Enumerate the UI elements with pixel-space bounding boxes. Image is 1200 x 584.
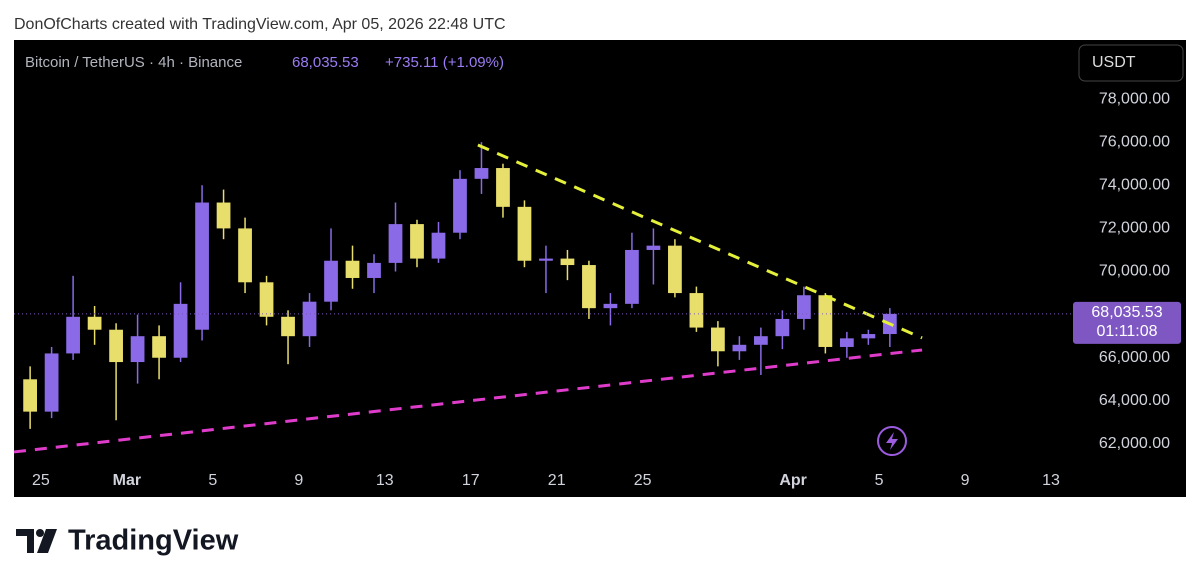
chart-panel bbox=[14, 40, 1186, 497]
alert-icon[interactable] bbox=[877, 426, 907, 456]
y-tick-label: 76,000.00 bbox=[1099, 133, 1170, 150]
y-tick-label: 70,000.00 bbox=[1099, 263, 1170, 280]
candle-body bbox=[796, 295, 811, 319]
candle-body bbox=[603, 303, 618, 309]
header-text: DonOfCharts created with TradingView.com… bbox=[14, 16, 506, 33]
logo-mark bbox=[16, 529, 34, 553]
candle-body bbox=[711, 327, 725, 352]
currency-button[interactable] bbox=[1078, 44, 1184, 82]
currency[interactable]: USDT bbox=[1092, 54, 1136, 71]
trendline bbox=[477, 143, 923, 340]
header-price: 68,035.53 bbox=[292, 54, 359, 71]
candle-body bbox=[517, 206, 532, 261]
candle-body bbox=[646, 245, 661, 250]
candle-body bbox=[582, 265, 596, 309]
logo-slash bbox=[37, 529, 57, 553]
candle-body bbox=[839, 338, 854, 347]
alert-circle[interactable] bbox=[877, 426, 907, 456]
x-tick-label: Apr bbox=[779, 472, 807, 489]
candle-body bbox=[195, 202, 209, 330]
candle-body bbox=[474, 168, 489, 179]
candle-body bbox=[130, 336, 145, 363]
x-tick-label: 21 bbox=[548, 472, 566, 489]
candle-body bbox=[775, 318, 790, 337]
candle-body bbox=[44, 353, 59, 412]
logo-text: TradingView bbox=[68, 525, 239, 557]
header-change: +735.11 (+1.09%) bbox=[385, 54, 504, 71]
candle-body bbox=[238, 228, 252, 283]
candle-body bbox=[431, 232, 446, 259]
candle-body bbox=[216, 202, 231, 229]
candle-body bbox=[281, 316, 295, 337]
candle-body bbox=[23, 379, 37, 412]
x-tick-label: 25 bbox=[32, 472, 50, 489]
candle-body bbox=[410, 224, 424, 259]
candle-body bbox=[625, 249, 639, 304]
candle-body bbox=[302, 301, 317, 337]
candle-body bbox=[496, 168, 510, 207]
candle-body bbox=[818, 295, 833, 347]
x-tick-label: 5 bbox=[208, 472, 217, 489]
candle-body bbox=[453, 178, 467, 233]
candle-body bbox=[388, 224, 403, 263]
y-tick-label: 78,000.00 bbox=[1099, 90, 1170, 107]
candle-body bbox=[560, 258, 575, 266]
y-tick-label: 66,000.00 bbox=[1099, 349, 1170, 366]
candle-body bbox=[173, 303, 188, 358]
x-tick-label: 17 bbox=[462, 472, 480, 489]
y-tick-label: 72,000.00 bbox=[1099, 220, 1170, 237]
trendline bbox=[13, 348, 923, 454]
y-tick-label: 62,000.00 bbox=[1099, 435, 1170, 452]
y-tick-label: 64,000.00 bbox=[1099, 392, 1170, 409]
candle-body bbox=[689, 293, 704, 328]
candle-body bbox=[732, 344, 747, 352]
candle-body bbox=[109, 329, 123, 363]
x-tick-label: 9 bbox=[961, 472, 970, 489]
logo: TradingView bbox=[16, 525, 239, 557]
x-tick-label: 13 bbox=[1042, 472, 1060, 489]
logo-dot bbox=[36, 529, 44, 537]
candle-body bbox=[87, 316, 102, 330]
candle-body bbox=[539, 258, 553, 261]
candle-body bbox=[754, 336, 768, 345]
candle-body bbox=[259, 282, 274, 317]
candle-body bbox=[324, 260, 338, 302]
symbol: Bitcoin / TetherUS · 4h · Binance bbox=[25, 54, 242, 71]
x-tick-label: 13 bbox=[376, 472, 394, 489]
y-tick-label: 74,000.00 bbox=[1099, 177, 1170, 194]
candle-body bbox=[345, 260, 360, 278]
countdown: 01:11:08 bbox=[1096, 323, 1157, 340]
candle-body bbox=[668, 245, 682, 294]
alert-bolt[interactable] bbox=[886, 432, 898, 450]
x-tick-label: Mar bbox=[113, 472, 141, 489]
candle-body bbox=[152, 336, 166, 358]
candle-body bbox=[861, 334, 876, 339]
x-tick-label: 5 bbox=[875, 472, 884, 489]
candle-body bbox=[66, 316, 80, 354]
plot: 62,000.00 64,000.00 66,000.00 70,000.00 72,0… bbox=[13, 90, 1181, 497]
price-label: 68,035.53 bbox=[1091, 304, 1162, 321]
candle-body bbox=[367, 262, 381, 278]
price-box bbox=[1073, 301, 1181, 344]
x-tick-label: 9 bbox=[294, 472, 303, 489]
x-tick-label: 25 bbox=[634, 472, 652, 489]
